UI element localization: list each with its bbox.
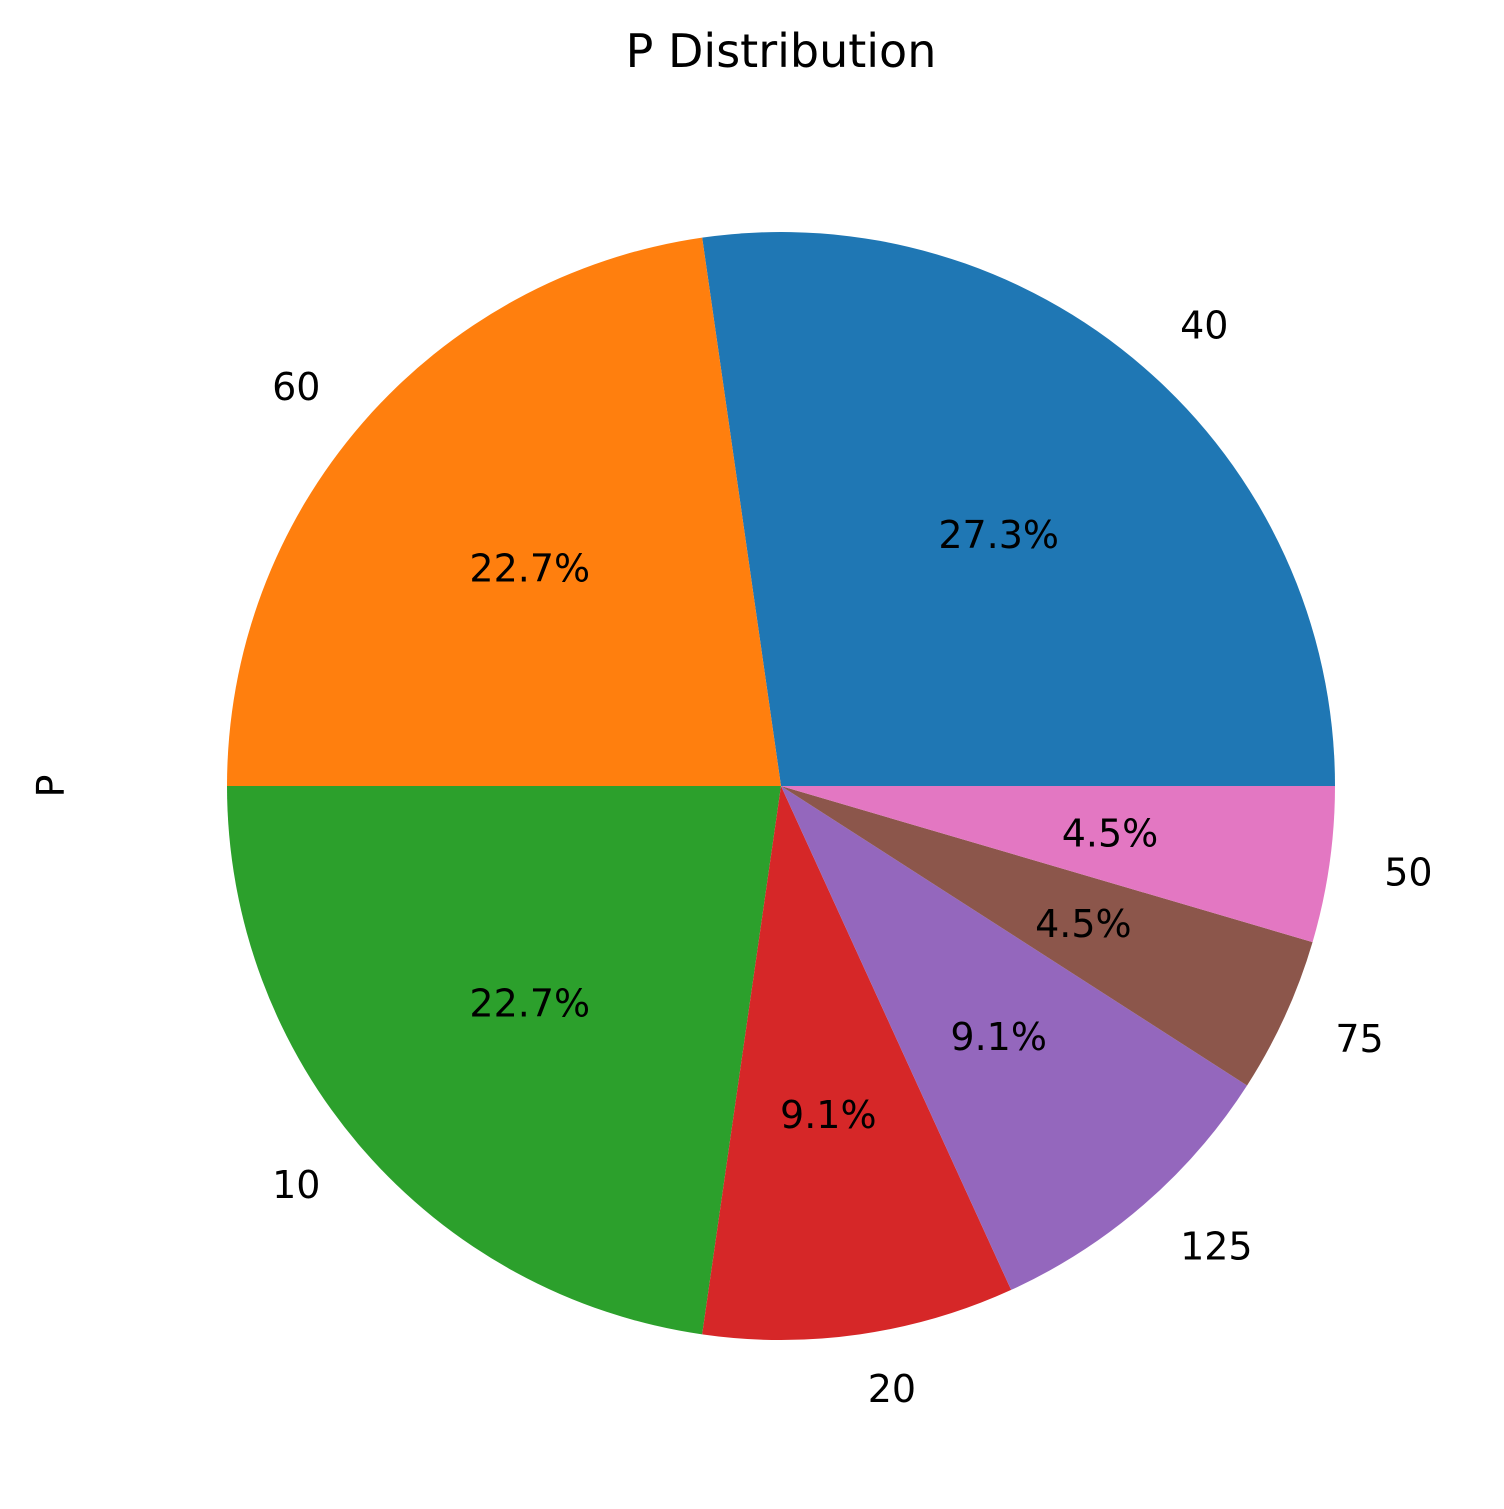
chart-title: P Distribution [626,24,937,78]
pie-slice-125 [781,786,1248,1290]
slice-label-50: 50 [1384,851,1432,895]
slice-label-10: 10 [272,1163,320,1207]
slice-label-40: 40 [1180,303,1228,347]
slice-label-60: 60 [272,365,320,409]
percent-label-10: 22.7% [469,982,590,1026]
y-axis-label: P [29,775,73,798]
pie-slice-40 [702,232,1335,786]
percent-label-40: 27.3% [938,513,1059,557]
percent-label-75: 4.5% [1035,902,1132,946]
percent-label-50: 4.5% [1062,811,1159,855]
pie-slices [227,232,1335,1340]
pie-slice-75 [781,786,1313,1086]
pie-slice-20 [702,786,1012,1340]
percent-label-125: 9.1% [950,1015,1047,1059]
pie-slice-50 [781,786,1335,943]
slice-label-75: 75 [1335,1017,1383,1061]
pie-slice-10 [227,786,781,1335]
pie-labels: 40 27.3% 60 22.7% 10 22.7% 20 9.1% 125 9.1% 75 4.5%… [272,303,1432,1411]
pie-slice-60 [227,237,781,786]
slice-label-125: 125 [1180,1225,1253,1269]
percent-label-60: 22.7% [469,546,590,590]
percent-label-20: 9.1% [780,1093,877,1137]
slice-label-20: 20 [868,1367,916,1411]
